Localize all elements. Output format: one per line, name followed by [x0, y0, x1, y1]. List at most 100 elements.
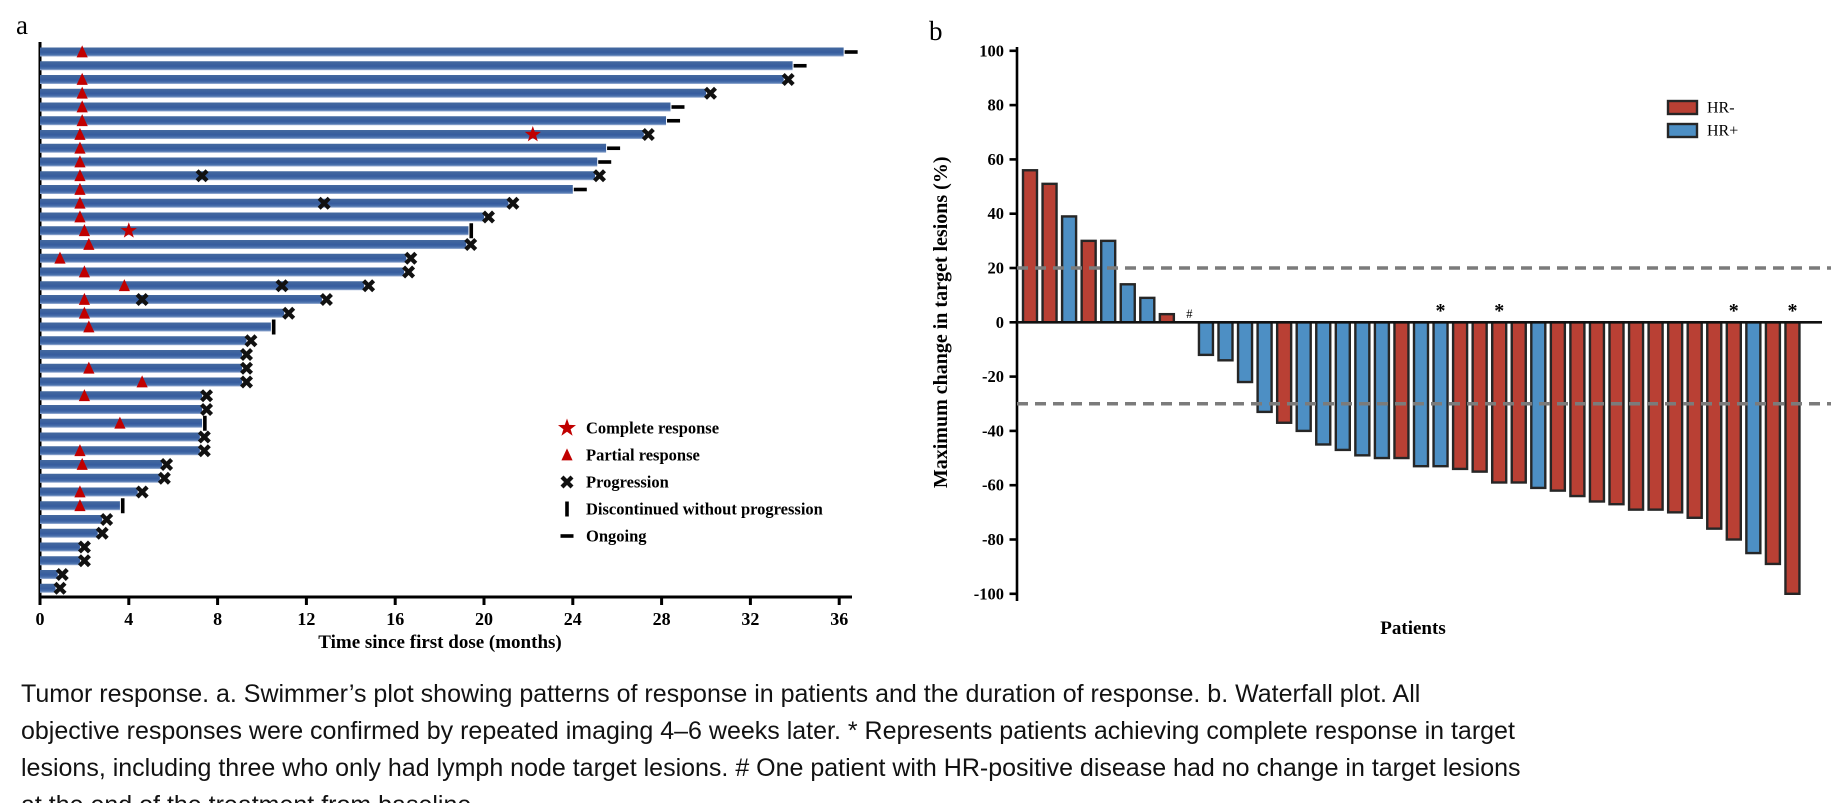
waterfall-bar: [1295, 321, 1312, 433]
ongoing-dash-marker: [598, 160, 612, 164]
waterfall-y-tick-label: -60: [982, 476, 1004, 495]
partial-response-triangle-marker: [76, 114, 88, 127]
legend-discontinued-bar-icon: [565, 501, 569, 517]
waterfall-bar: [1393, 321, 1410, 460]
swimmer-x-tick-label: 16: [386, 609, 404, 629]
partial-response-triangle-marker: [78, 306, 90, 319]
partial-response-triangle-marker: [76, 457, 88, 470]
progression-x-marker: [95, 526, 109, 540]
ongoing-dash-marker: [607, 146, 621, 151]
waterfall-legend-swatch: [1666, 99, 1699, 116]
swimmer-x-axis-title: Time since first dose (months): [318, 632, 561, 653]
waterfall-bar: [1099, 239, 1117, 324]
progression-x-marker: [197, 430, 211, 444]
waterfall-bar: [1764, 321, 1782, 566]
complete-response-star-marker: [120, 222, 137, 238]
waterfall-bar: [1334, 321, 1352, 452]
progression-x-marker: [200, 403, 214, 416]
progression-x-marker: [593, 169, 606, 183]
waterfall-bar: [1745, 321, 1762, 555]
waterfall-bar: [1373, 321, 1391, 460]
progression-x-marker: [157, 471, 171, 485]
figure-caption: Tumor response. a. Swimmer’s plot showin…: [21, 680, 1521, 803]
swimmer-bar: [40, 198, 509, 208]
swimmer-bar: [40, 130, 644, 139]
partial-response-triangle-marker: [74, 444, 86, 457]
progression-x-marker: [282, 306, 296, 320]
partial-response-triangle-marker: [83, 320, 95, 333]
swimmer-bar: [40, 61, 793, 71]
partial-response-triangle-marker: [76, 100, 88, 113]
complete-response-asterisk-annotation: *: [1729, 300, 1739, 322]
waterfall-bar: [1432, 321, 1449, 468]
partial-response-triangle-marker: [83, 237, 95, 250]
waterfall-y-tick-label: 0: [996, 313, 1004, 332]
partial-response-triangle-marker: [118, 279, 130, 292]
waterfall-bar: [1021, 169, 1039, 324]
waterfall-bar: [1471, 321, 1488, 473]
swimmer-bar: [40, 157, 598, 167]
no-change-hash-annotation: #: [1186, 307, 1193, 321]
partial-response-triangle-marker: [76, 86, 88, 99]
waterfall-bar: [1256, 321, 1273, 414]
complete-response-asterisk-annotation: *: [1787, 300, 1797, 322]
progression-x-marker: [195, 169, 209, 183]
progression-x-marker: [100, 513, 114, 526]
swimmer-legend-label: Ongoing: [586, 527, 647, 546]
progression-x-marker: [464, 238, 478, 251]
swimmer-x-tick-label: 36: [830, 609, 848, 629]
swimmer-bar: [40, 350, 243, 359]
partial-response-triangle-marker: [74, 141, 86, 154]
partial-response-triangle-marker: [83, 361, 95, 374]
waterfall-y-tick-label: 40: [988, 204, 1005, 223]
ongoing-dash-marker: [844, 50, 858, 54]
progression-x-marker: [319, 293, 333, 306]
waterfall-legend-label: HR-: [1707, 100, 1735, 117]
waterfall-bar: [1275, 321, 1293, 424]
swimmer-bar: [40, 473, 160, 483]
waterfall-bar: [1315, 321, 1332, 446]
progression-x-marker: [55, 568, 69, 581]
waterfall-bar: [1666, 321, 1684, 514]
progression-x-marker: [641, 128, 655, 141]
swimmer-bar: [40, 143, 607, 153]
partial-response-triangle-marker: [114, 416, 126, 429]
partial-response-triangle-marker: [78, 265, 90, 278]
waterfall-bar: [1549, 321, 1567, 492]
waterfall-bar: [1041, 182, 1058, 324]
waterfall-y-tick-label: -40: [982, 421, 1004, 440]
progression-x-marker: [77, 540, 91, 554]
partial-response-triangle-marker: [74, 196, 86, 209]
waterfall-y-tick-label: 20: [988, 259, 1005, 278]
waterfall-bar: [1119, 283, 1136, 324]
progression-x-marker: [240, 375, 254, 389]
swimmer-bar: [40, 75, 784, 84]
waterfall-bar: [1627, 321, 1645, 511]
swimmer-bar: [40, 212, 484, 222]
swimmer-bar: [40, 556, 80, 566]
waterfall-y-tick-label: -100: [974, 584, 1004, 603]
swimmer-x-tick-label: 8: [213, 609, 222, 629]
swimmer-bar: [40, 102, 671, 112]
swimmer-bar: [40, 432, 200, 442]
progression-x-marker: [160, 458, 174, 471]
swimmer-bar: [40, 363, 243, 373]
waterfall-bar: [1686, 321, 1703, 519]
progression-x-marker: [781, 73, 795, 86]
partial-response-triangle-marker: [74, 155, 86, 168]
ongoing-dash-marker: [793, 63, 807, 68]
progression-x-marker: [135, 293, 149, 306]
progression-x-marker: [77, 554, 91, 568]
complete-response-asterisk-annotation: *: [1436, 300, 1446, 322]
discontinued-bar-marker: [203, 415, 207, 431]
waterfall-bar: [1080, 239, 1097, 324]
swimmer-bar: [40, 240, 467, 249]
waterfall-legend-swatch: [1666, 122, 1699, 139]
legend-complete-response-star-icon: [558, 418, 576, 436]
progression-x-marker: [362, 279, 376, 293]
swimmer-plot: 0 4 8 12 16 20 24 28 32 36 Time since first dose (…: [36, 42, 858, 653]
swimmer-bar: [40, 116, 667, 126]
legend-ongoing-dash-icon: [560, 534, 574, 538]
waterfall-bar: [1412, 321, 1430, 468]
waterfall-bar: [1139, 296, 1156, 324]
